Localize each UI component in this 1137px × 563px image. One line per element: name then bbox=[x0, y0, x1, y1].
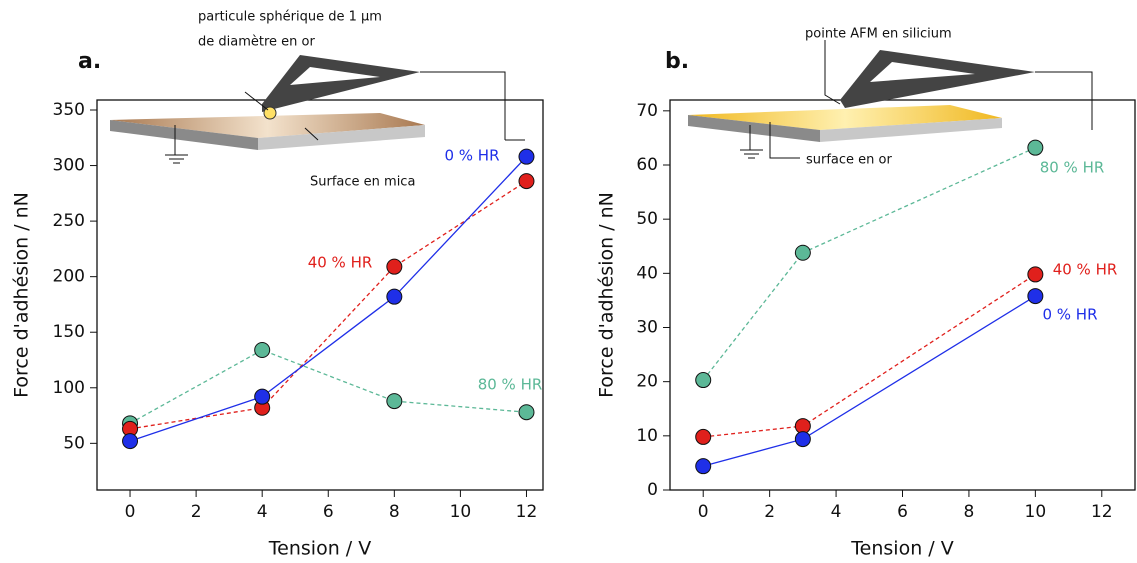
marker bbox=[518, 404, 535, 421]
y-axis-title: Force d'adhésion / nN bbox=[596, 192, 618, 398]
marker bbox=[518, 173, 535, 190]
x-tick-label: 2 bbox=[764, 502, 775, 522]
marker bbox=[1027, 288, 1044, 305]
x-tick-label: 6 bbox=[897, 502, 908, 522]
y-tick-label: 150 bbox=[53, 322, 85, 342]
plot-frame bbox=[96, 99, 544, 491]
series-label: 40 % HR bbox=[1053, 261, 1118, 279]
x-tick-label: 8 bbox=[964, 502, 975, 522]
y-tick-label: 250 bbox=[53, 211, 85, 231]
y-tick-label: 0 bbox=[647, 480, 658, 500]
marker bbox=[794, 244, 811, 261]
series-label: 0 % HR bbox=[444, 147, 499, 165]
marker bbox=[254, 388, 271, 405]
series-label: 80 % HR bbox=[478, 376, 543, 394]
annotation: Surface en mica bbox=[310, 175, 415, 190]
x-tick-label: 4 bbox=[257, 502, 268, 522]
y-tick-label: 300 bbox=[53, 156, 85, 176]
y-tick-label: 30 bbox=[636, 318, 658, 338]
marker bbox=[386, 258, 403, 275]
y-tick-label: 50 bbox=[636, 209, 658, 229]
marker bbox=[1027, 139, 1044, 156]
series-line bbox=[702, 147, 1036, 381]
x-tick-label: 10 bbox=[450, 502, 472, 522]
x-tick-label: 4 bbox=[831, 502, 842, 522]
marker bbox=[518, 148, 535, 165]
series-line bbox=[129, 349, 527, 424]
series-line bbox=[703, 273, 1036, 438]
annotation: surface en or bbox=[806, 153, 893, 168]
x-axis-title: Tension / V bbox=[268, 538, 371, 560]
y-tick-label: 350 bbox=[53, 100, 85, 120]
x-tick-label: 2 bbox=[191, 502, 202, 522]
schematic-a: particule sphérique de 1 µm de diamètre … bbox=[110, 10, 525, 190]
annotation: particule sphérique de 1 µm bbox=[198, 10, 382, 25]
marker bbox=[254, 342, 271, 358]
x-tick-label: 0 bbox=[698, 502, 709, 522]
panel-label: b. bbox=[665, 49, 689, 74]
marker bbox=[695, 372, 712, 389]
panel-label: a. bbox=[78, 49, 101, 74]
y-tick-label: 40 bbox=[636, 263, 658, 283]
marker bbox=[794, 431, 811, 448]
marker bbox=[386, 393, 403, 410]
x-tick-label: 0 bbox=[125, 502, 136, 522]
x-tick-label: 8 bbox=[389, 502, 400, 522]
series-label: 0 % HR bbox=[1042, 306, 1097, 324]
x-tick-label: 10 bbox=[1025, 502, 1047, 522]
y-tick-label: 20 bbox=[636, 372, 658, 392]
marker bbox=[695, 428, 712, 445]
annotation: de diamètre en or bbox=[198, 35, 315, 50]
series-line bbox=[129, 180, 527, 430]
series-line bbox=[129, 156, 527, 442]
series-label: 40 % HR bbox=[308, 254, 373, 272]
marker bbox=[695, 458, 712, 475]
panel-a: 0 2 4 6 8 10 12 50 100 150 200 250 300 350 Tension / V… bbox=[11, 49, 544, 560]
x-tick-label: 12 bbox=[1091, 502, 1113, 522]
annotation: pointe AFM en silicium bbox=[805, 27, 952, 42]
marker bbox=[1027, 266, 1044, 283]
schematic-b: pointe AFM en silicium surface en or bbox=[688, 27, 1093, 168]
y-tick-label: 60 bbox=[636, 155, 658, 175]
y-tick-label: 10 bbox=[636, 426, 658, 446]
panel-b: 0 2 4 6 8 10 12 0 10 20 30 40 50 60 70 Tension / V Force… bbox=[596, 49, 1136, 560]
marker bbox=[122, 433, 139, 450]
series-line bbox=[703, 295, 1036, 467]
x-tick-label: 12 bbox=[516, 502, 538, 522]
marker bbox=[386, 288, 403, 305]
y-tick-label: 70 bbox=[636, 101, 658, 121]
y-tick-label: 50 bbox=[63, 433, 85, 453]
series-label: 80 % HR bbox=[1040, 159, 1105, 177]
x-axis-title: Tension / V bbox=[850, 538, 953, 560]
y-axis-title: Force d'adhésion / nN bbox=[11, 192, 33, 398]
y-tick-label: 200 bbox=[53, 267, 85, 287]
y-tick-label: 100 bbox=[53, 378, 85, 398]
x-tick-label: 6 bbox=[323, 502, 334, 522]
